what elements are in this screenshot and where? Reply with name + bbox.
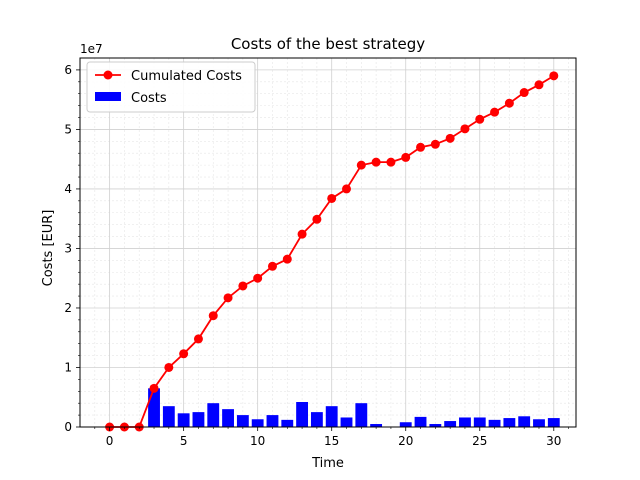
minor-grid	[80, 58, 576, 427]
cost-bar	[429, 424, 442, 427]
cumulated-costs-point	[238, 281, 248, 291]
cumulated-costs-point	[490, 107, 500, 117]
cost-bar	[251, 419, 264, 427]
cumulated-costs-point	[282, 254, 292, 264]
cumulated-costs-point	[164, 362, 174, 372]
cumulated-costs-point	[356, 160, 366, 170]
cost-bar	[162, 406, 175, 427]
cost-bar	[473, 417, 486, 427]
cost-bar	[266, 415, 279, 427]
cost-bar	[281, 419, 294, 427]
cumulated-costs-point	[253, 273, 263, 283]
y-axis: 0 1 2 3 4 5 6	[64, 63, 80, 434]
cost-bar	[340, 417, 353, 427]
major-grid	[80, 58, 576, 428]
cost-bar	[370, 424, 383, 427]
x-axis-label: Time	[311, 456, 344, 471]
cumulated-costs-point	[149, 383, 159, 393]
plot-frame	[79, 57, 577, 428]
cost-bar	[444, 421, 457, 427]
cumulated-costs-point	[223, 293, 233, 303]
cost-bar	[399, 422, 412, 427]
x-axis: 0 5 10 15 20 25 30	[94, 427, 569, 448]
cost-bar	[547, 418, 560, 427]
cumulated-costs-point	[549, 71, 559, 81]
cost-bar	[177, 413, 190, 427]
cumulated-costs-point	[475, 114, 485, 124]
cumulated-costs-point	[504, 98, 514, 108]
cost-bar	[459, 417, 471, 427]
bar-series	[148, 388, 560, 427]
cost-bar	[503, 418, 516, 427]
cost-bar	[192, 412, 205, 427]
y-tick-label: 6	[64, 63, 72, 77]
x-tick-label: 25	[472, 434, 487, 448]
cost-bar	[355, 403, 368, 427]
cumulated-costs-point	[193, 334, 203, 344]
cumulated-costs-point	[327, 193, 337, 203]
y-tick-label: 4	[64, 182, 72, 196]
x-tick-label: 5	[180, 434, 188, 448]
x-tick-label: 15	[324, 434, 339, 448]
cumulated-costs-point	[386, 157, 396, 167]
y-offset-text: 1e7	[80, 42, 103, 56]
cost-bar	[310, 412, 323, 427]
cost-bar	[488, 419, 501, 427]
cost-bar	[325, 406, 338, 427]
cumulated-costs-point	[208, 311, 218, 321]
cumulated-costs-point	[534, 80, 544, 90]
x-tick-label: 20	[398, 434, 413, 448]
chart-title: Costs of the best strategy	[231, 35, 425, 53]
cumulated-costs-point	[416, 142, 426, 152]
cost-bar	[148, 388, 160, 427]
cumulated-costs-point	[460, 124, 470, 134]
y-tick-label: 3	[64, 241, 72, 255]
cumulated-costs-point	[519, 88, 529, 98]
y-tick-label: 1	[64, 360, 72, 374]
cumulated-costs-point	[179, 349, 189, 359]
cost-bar	[518, 416, 531, 427]
cumulated-costs-point	[342, 184, 352, 194]
cumulated-costs-point	[267, 261, 277, 271]
cumulated-costs-point	[445, 133, 455, 143]
y-tick-label: 2	[64, 301, 72, 315]
y-tick-label: 5	[64, 122, 72, 136]
cost-bar	[296, 402, 309, 427]
cumulated-costs-point	[401, 152, 411, 162]
y-tick-label: 0	[64, 420, 72, 434]
legend-marker	[103, 70, 113, 80]
legend: Cumulated Costs Costs	[86, 61, 256, 113]
cost-bar	[414, 416, 427, 427]
y-axis-label: Costs [EUR]	[41, 210, 56, 287]
x-tick-label: 10	[250, 434, 265, 448]
cost-bar	[236, 415, 249, 427]
legend-box	[86, 61, 256, 113]
cost-bar	[222, 409, 234, 427]
cost-bar	[207, 403, 220, 427]
cumulated-costs-point	[430, 139, 440, 149]
legend-label-costs: Costs	[131, 91, 167, 106]
x-tick-label: 0	[106, 434, 114, 448]
cumulated-costs-point	[312, 214, 322, 224]
legend-bar-swatch	[95, 92, 121, 101]
cumulated-costs-point	[371, 157, 381, 167]
cumulated-costs-point	[297, 229, 307, 239]
legend-label-cumulated: Cumulated Costs	[131, 69, 242, 84]
cost-bar	[533, 419, 545, 427]
line-series	[105, 71, 559, 432]
x-tick-label: 30	[546, 434, 561, 448]
